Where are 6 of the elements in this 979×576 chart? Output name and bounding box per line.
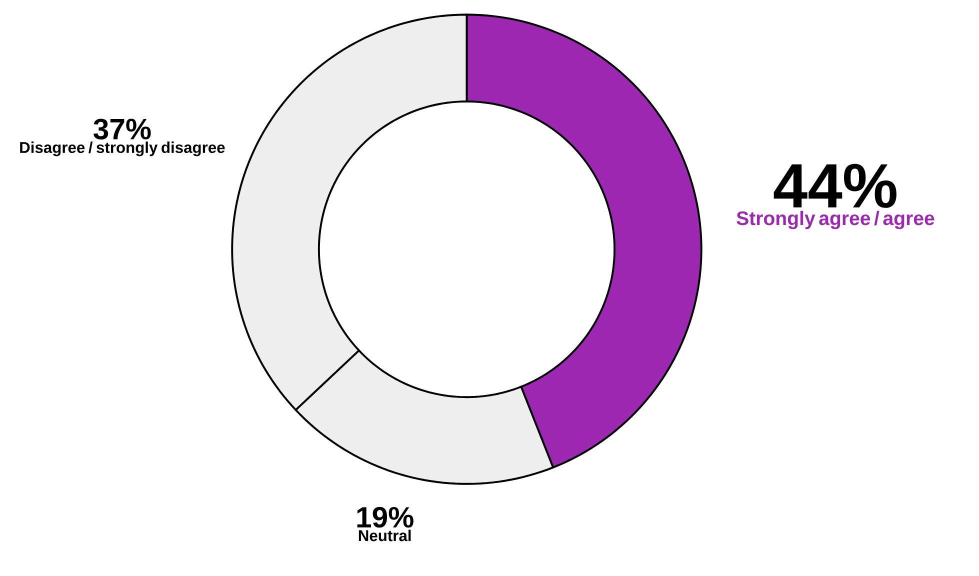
data-label: 19% [357,506,414,528]
slice-label: Neutral [358,530,411,542]
slice-label: Strongly agree / agree [736,210,934,230]
slice-label: Disagree / strongly disagree [20,142,225,156]
data-label: 44% [774,164,896,208]
data-label: 37% [94,118,151,140]
